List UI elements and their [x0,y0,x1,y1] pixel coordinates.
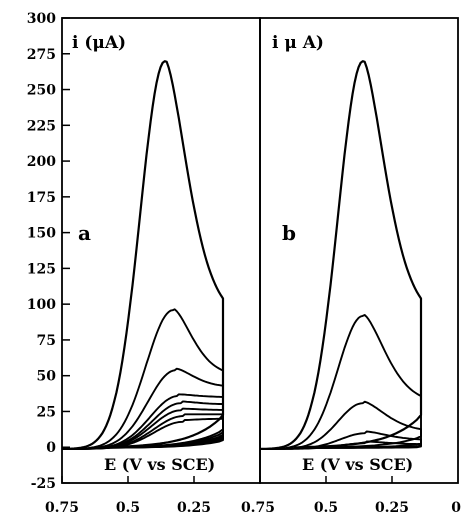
y-tick-label: -25 [31,476,56,492]
x-tick-label: 0.5 [314,500,338,516]
panel-a-label: a [78,221,91,245]
panel-b-ylabel: i μ A) [272,33,324,53]
y-tick-label: 50 [37,369,57,385]
x-tick-label: 0.25 [177,500,211,516]
y-tick-label: 0 [46,440,56,456]
x-tick-label: 0.25 [375,500,409,516]
panel-b: i μ A) b E (V vs SCE) [259,17,459,484]
voltammogram-curve [260,400,422,450]
panel-b-frame [259,17,459,484]
x-tick-label: 0.5 [116,500,140,516]
voltammogram-curve [260,314,422,450]
voltammogram-curve [260,60,423,450]
panel-a: i (μA) a E (V vs SCE) [61,17,261,484]
voltammogram-curve [260,440,422,450]
panel-a-ylabel: i (μA) [72,33,126,53]
y-tick-label: 125 [27,261,56,277]
y-tick-label: 275 [27,47,56,63]
x-axis-ticks: 0.75 0.5 0.25 0.75 0.5 0.25 0 [45,476,461,516]
y-tick-label: 100 [27,297,56,313]
x-tick-label: 0.75 [45,500,79,516]
y-tick-label: 75 [37,333,56,349]
y-tick-label: 200 [27,154,56,170]
panel-a-xlabel: E (V vs SCE) [104,455,215,474]
y-tick-label: 25 [37,404,56,420]
y-tick-label: 175 [27,190,56,206]
panel-b-curves [260,60,423,450]
voltammogram-curve [62,60,225,450]
y-tick-label: 300 [27,11,56,27]
y-tick-label: 250 [27,83,56,99]
y-tick-label: 225 [27,118,56,134]
x-tick-label: 0.75 [241,500,275,516]
panel-b-xlabel: E (V vs SCE) [302,455,413,474]
x-tick-label: 0 [451,500,461,516]
panel-a-curves [62,60,225,450]
y-tick-label: 150 [27,226,56,242]
panel-b-label: b [282,221,296,245]
voltammogram-curve [62,417,224,450]
